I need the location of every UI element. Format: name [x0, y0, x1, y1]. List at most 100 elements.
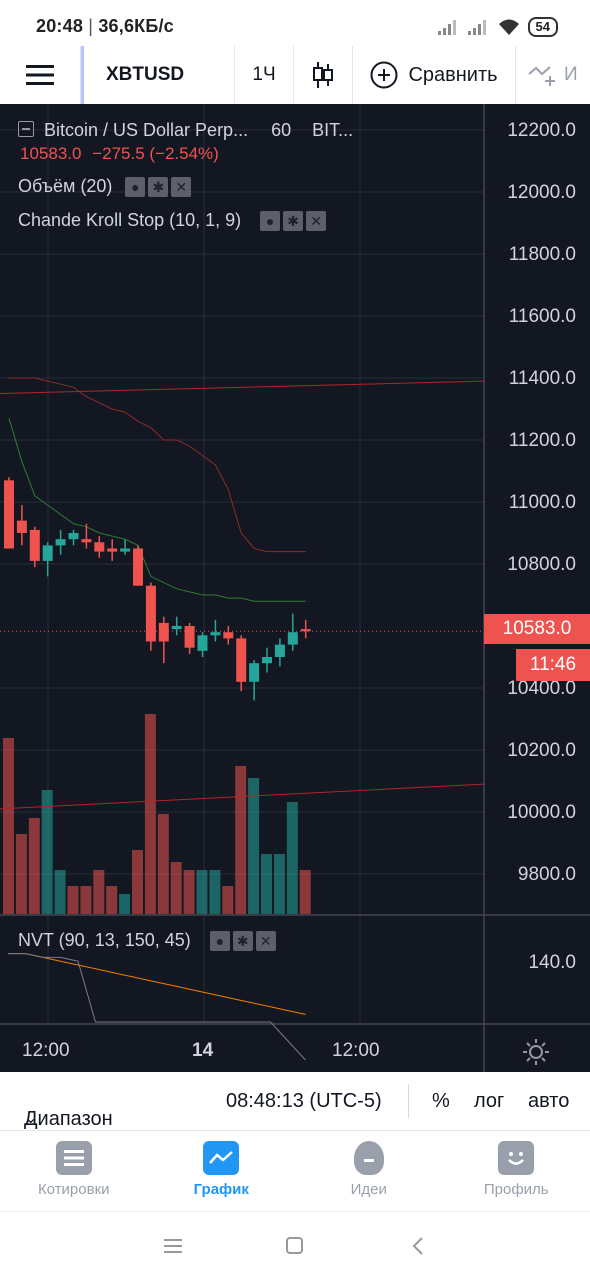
chande-legend: Chande Kroll Stop (10, 1, 9) ● ✱ ✕	[18, 210, 326, 231]
series-legend: Bitcoin / US Dollar Perp... 60 BIT...	[18, 120, 353, 141]
chart-area[interactable]: Bitcoin / US Dollar Perp... 60 BIT... 10…	[0, 104, 590, 1072]
candle-body	[236, 638, 246, 681]
price-tick: 11600.0	[509, 306, 576, 328]
recent-apps-icon[interactable]	[164, 1237, 184, 1255]
chart-type-button[interactable]	[294, 46, 353, 104]
volume-bar	[119, 894, 130, 914]
chart-toolbar: XBTUSD 1Ч Сравнить И	[0, 46, 590, 105]
candle-body	[172, 626, 182, 629]
signal-icon	[438, 19, 460, 35]
price-tick: 11200.0	[509, 430, 576, 452]
candle-body	[107, 549, 117, 552]
collapse-legend-icon[interactable]	[18, 121, 34, 137]
compare-label: Сравнить	[408, 64, 497, 87]
candle-body	[275, 645, 285, 657]
wifi-icon	[498, 18, 520, 36]
volume-legend: Объём (20) ● ✱ ✕	[18, 176, 191, 197]
system-nav-bar	[0, 1211, 590, 1281]
compare-button[interactable]: Сравнить	[353, 46, 516, 104]
back-icon[interactable]	[410, 1236, 426, 1256]
volume-bar	[222, 886, 233, 914]
volume-bar	[106, 886, 117, 914]
volume-bar	[132, 850, 143, 914]
eye-icon[interactable]: ●	[125, 177, 145, 197]
log-toggle[interactable]: лог	[474, 1090, 504, 1113]
lightbulb-icon	[354, 1141, 384, 1175]
nav-profile-label: Профиль	[484, 1181, 549, 1198]
candle-body	[262, 657, 272, 663]
gear-icon[interactable]: ✱	[233, 931, 253, 951]
eye-icon[interactable]: ●	[260, 211, 280, 231]
series-change: −275.5 (−2.54%)	[92, 144, 219, 163]
status-time: 20:48	[36, 16, 83, 36]
volume-bar	[287, 802, 298, 914]
chande-stop-long-line	[9, 418, 306, 601]
candle-body	[210, 632, 220, 635]
chart-line-icon	[203, 1141, 239, 1175]
candle-body	[146, 586, 156, 642]
indicators-button[interactable]: И	[516, 46, 590, 104]
percent-toggle[interactable]: %	[432, 1090, 450, 1113]
home-icon[interactable]	[285, 1236, 305, 1256]
interval-button[interactable]: 1Ч	[235, 46, 294, 104]
close-icon[interactable]: ✕	[256, 931, 276, 951]
price-tick: 10800.0	[507, 554, 576, 576]
nav-quotes[interactable]: Котировки	[0, 1131, 148, 1211]
candle-body	[185, 626, 195, 648]
price-tick: 10400.0	[507, 678, 576, 700]
chande-stop-short-line	[9, 378, 306, 552]
candle-body	[288, 632, 298, 644]
series-last-price: 10583.0	[20, 144, 81, 163]
price-tick: 11400.0	[509, 368, 576, 390]
volume-bar	[184, 870, 195, 914]
nav-quotes-label: Котировки	[38, 1181, 110, 1198]
volume-bar	[261, 854, 272, 914]
candle-body	[223, 632, 233, 638]
volume-bar	[248, 778, 259, 914]
volume-bar	[93, 870, 104, 914]
settings-sun-icon[interactable]	[522, 1038, 550, 1066]
plus-circle-icon	[370, 61, 398, 89]
symbol-button[interactable]: XBTUSD	[81, 46, 235, 104]
candle-body	[43, 545, 53, 561]
volume-bar	[171, 862, 182, 914]
status-time-speed: 20:48 | 36,6КБ/с	[36, 16, 174, 37]
price-tick: 11000.0	[509, 492, 576, 514]
menu-button[interactable]	[0, 46, 81, 104]
close-icon[interactable]: ✕	[171, 177, 191, 197]
status-speed: 36,6КБ/с	[98, 16, 174, 36]
nav-ideas-label: Идеи	[351, 1181, 387, 1198]
auto-toggle[interactable]: авто	[528, 1090, 569, 1113]
gear-icon[interactable]: ✱	[283, 211, 303, 231]
eye-icon[interactable]: ●	[210, 931, 230, 951]
candle-body	[69, 533, 79, 539]
close-icon[interactable]: ✕	[306, 211, 326, 231]
volume-bar	[300, 870, 311, 914]
volume-bar	[16, 834, 27, 914]
candle-body	[56, 539, 66, 545]
nav-profile[interactable]: Профиль	[443, 1131, 590, 1211]
indicators-icon	[528, 62, 558, 88]
chevron-down-icon: ⌄	[24, 1108, 37, 1128]
candle-body	[159, 623, 169, 642]
series-title: Bitcoin / US Dollar Perp...	[44, 120, 248, 140]
nav-chart-label: График	[194, 1181, 249, 1198]
hamburger-icon	[26, 64, 54, 86]
nav-chart[interactable]: График	[148, 1131, 296, 1211]
time-tick: 12:00	[332, 1040, 380, 1062]
time-tick: 14	[192, 1040, 213, 1062]
signal-icon-2	[468, 19, 490, 35]
volume-bar	[209, 870, 220, 914]
price-chart-svg[interactable]	[0, 104, 590, 1072]
divider	[408, 1084, 409, 1118]
nav-ideas[interactable]: Идеи	[295, 1131, 443, 1211]
candle-body	[4, 480, 14, 548]
candle-body	[249, 663, 259, 682]
volume-bar	[55, 870, 66, 914]
series-price-line: 10583.0 −275.5 (−2.54%)	[20, 144, 219, 164]
series-interval: 60	[271, 120, 291, 140]
clock-label[interactable]: 08:48:13 (UTC-5)	[226, 1090, 382, 1113]
price-tick: 11800.0	[509, 244, 576, 266]
volume-bar	[29, 818, 40, 914]
gear-icon[interactable]: ✱	[148, 177, 168, 197]
